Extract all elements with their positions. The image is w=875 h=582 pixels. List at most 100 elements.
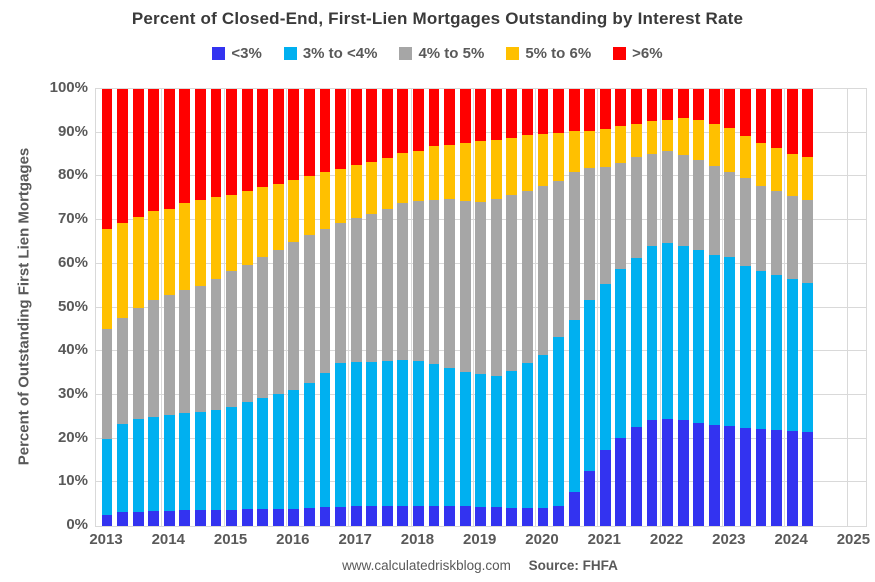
bar-segment (163, 89, 175, 209)
bar-segment (490, 89, 502, 140)
bar-segment (304, 89, 315, 176)
legend-item: >6% (613, 44, 663, 62)
legend: <3% 3% to <4% 4% to 5% 5% to 6% >6% (0, 43, 875, 63)
bar-segment (304, 508, 315, 526)
bar-segment (475, 374, 487, 507)
bar-segment (210, 278, 222, 411)
bar-segment (335, 223, 346, 363)
bar-segment (397, 89, 409, 154)
bar-segment (428, 89, 440, 147)
bar-segment (163, 414, 175, 511)
bar-segment (771, 274, 782, 431)
bar-segment (662, 242, 673, 419)
bar-segment (397, 359, 409, 506)
bar-segment (771, 147, 782, 192)
legend-item: <3% (212, 45, 262, 62)
footer: www.calculatedriskblog.com Source: FHFA (95, 558, 865, 573)
bar-segment (350, 217, 362, 363)
bar-segment (226, 509, 237, 526)
bar-segment (522, 363, 533, 508)
bar-segment (366, 361, 378, 506)
bar-segment (335, 506, 346, 526)
bar-segment (802, 200, 814, 283)
bar-segment (132, 512, 144, 526)
y-tick-label: 0% (66, 516, 88, 533)
y-tick-label: 90% (57, 122, 88, 140)
legend-label: 3% to <4% (302, 44, 378, 62)
bar-segment (444, 199, 455, 368)
bar-segment (226, 407, 237, 510)
bar-segment (506, 507, 518, 526)
x-tick-label: 2018 (400, 531, 435, 548)
bar-segment (288, 508, 300, 526)
bar-segment (646, 153, 658, 247)
bar-segment (179, 510, 191, 526)
bar-segment (490, 375, 502, 508)
bar-segment (553, 337, 564, 506)
y-tick-label: 80% (57, 166, 88, 184)
x-tick-label: 2024 (774, 531, 808, 548)
bar-segment (241, 509, 253, 526)
bar-segment (319, 89, 331, 173)
bar-segment (599, 89, 611, 130)
bar-segment (662, 151, 673, 243)
bar-segment (522, 89, 533, 136)
bar-segment (786, 279, 798, 432)
gridline-vertical (784, 89, 786, 526)
bar-segment (755, 89, 767, 143)
y-tick-label: 60% (57, 253, 88, 271)
bar-segment (599, 449, 611, 526)
bar-segment (319, 228, 331, 373)
bar-segment (226, 194, 237, 272)
legend-swatch-icon (283, 46, 297, 60)
bar-segment (444, 506, 455, 526)
bar-segment (148, 89, 160, 211)
bar-segment (740, 135, 751, 179)
bar-segment (413, 200, 424, 362)
bar-segment (195, 510, 206, 526)
bar-segment (304, 175, 315, 236)
bar-segment (755, 185, 767, 271)
gridline-vertical (846, 89, 848, 526)
bar-segment (584, 168, 596, 301)
bar-segment (553, 133, 564, 182)
bar-segment (381, 208, 393, 362)
y-tick-label: 50% (57, 297, 88, 315)
bar-segment (568, 492, 580, 526)
bar-segment (724, 89, 736, 128)
bar-segment (459, 143, 471, 202)
legend-swatch-icon (212, 46, 226, 60)
bar-segment (381, 89, 393, 158)
bar-segment (163, 295, 175, 415)
x-tick-label: 2014 (151, 531, 185, 548)
bar-segment (506, 137, 518, 196)
bar-segment (366, 214, 378, 362)
bar-segment (413, 89, 424, 151)
bar-segment (553, 505, 564, 526)
bar-segment (708, 254, 720, 425)
bar-segment (272, 249, 284, 394)
bar-segment (179, 203, 191, 291)
bar-segment (428, 199, 440, 364)
x-tick-label: 2023 (712, 531, 746, 548)
bar-segment (148, 416, 160, 512)
x-tick-label: 2020 (525, 531, 559, 548)
legend-label: >6% (632, 44, 663, 62)
x-tick-label: 2015 (213, 531, 248, 548)
bar-segment (226, 89, 237, 195)
bar-segment (117, 423, 128, 513)
bar-segment (444, 367, 455, 507)
y-tick-label: 100% (49, 79, 88, 96)
y-tick-label: 20% (57, 428, 88, 446)
bar-segment (490, 507, 502, 526)
bar-segment (179, 412, 191, 511)
bar-segment (475, 89, 487, 142)
bar-segment (771, 191, 782, 275)
bar-segment (459, 201, 471, 372)
bar-segment (459, 371, 471, 507)
bar-segment (163, 208, 175, 296)
bar-segment (428, 505, 440, 526)
bar-segment (117, 512, 128, 526)
y-tick-label: 30% (57, 384, 88, 402)
bar-segment (615, 89, 627, 126)
